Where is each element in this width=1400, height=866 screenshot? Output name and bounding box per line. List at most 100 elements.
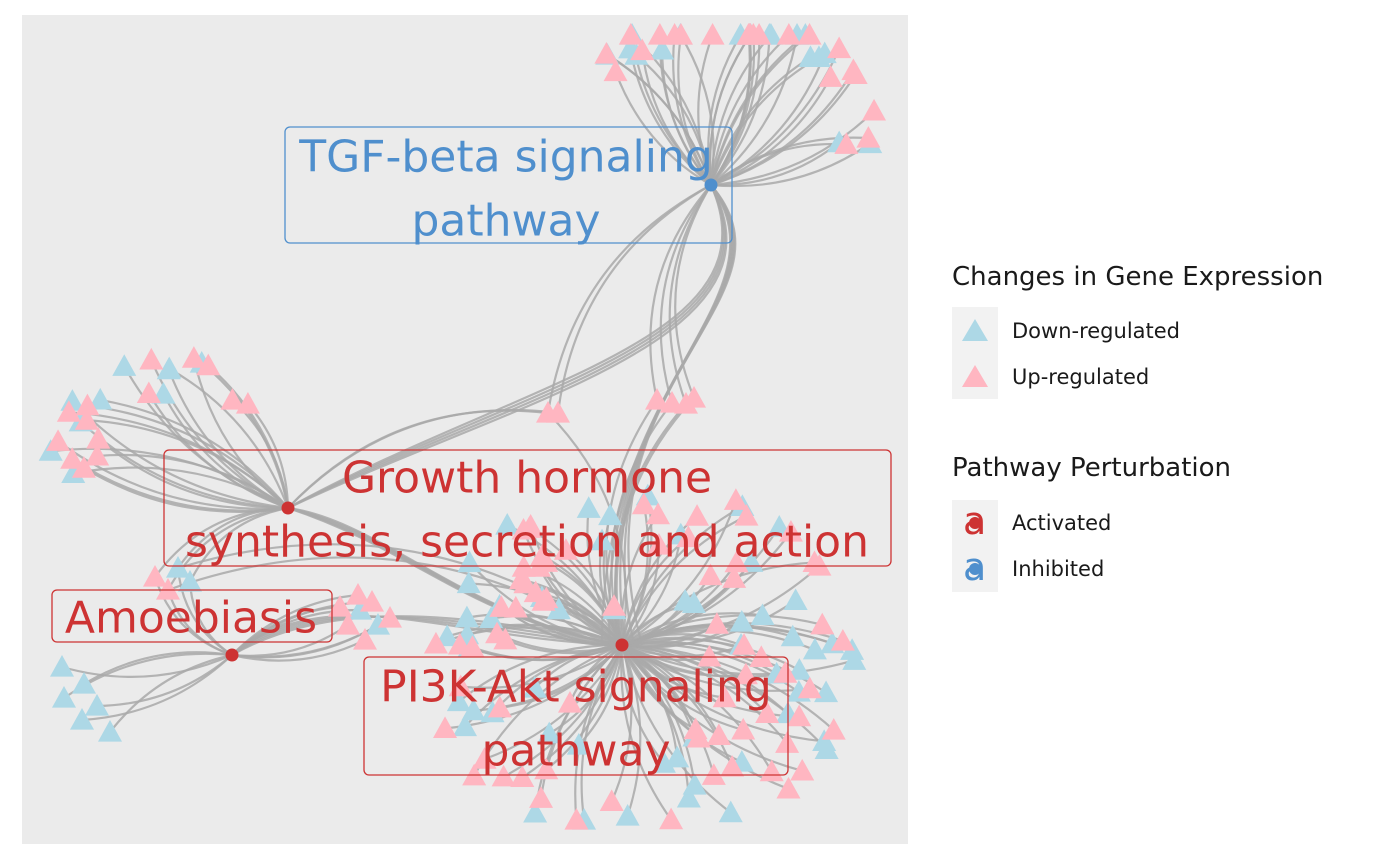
gene-edge (621, 644, 803, 772)
gene-edge (710, 110, 875, 187)
legend-label-inhibited: Inhibited (1012, 557, 1105, 581)
shared-edge (556, 184, 712, 414)
up-regulated-gene (683, 717, 708, 740)
gene-edge (61, 653, 233, 678)
activated-dot-icon (969, 517, 981, 529)
gene-edge (641, 50, 712, 186)
pathway-hub-gh (281, 501, 295, 515)
down-regulated-gene (435, 624, 460, 647)
up-regulated-gene (698, 563, 723, 586)
up-regulated-gene (662, 23, 687, 45)
pathway-label-box-gh (163, 449, 892, 567)
up-regulated-gene (706, 723, 731, 745)
gene-edge (621, 561, 815, 646)
up-regulated-gene (472, 747, 497, 769)
shared-edge (649, 184, 712, 401)
down-regulated-gene (495, 513, 520, 535)
up-regulated-gene (631, 492, 656, 515)
gene-edge (610, 644, 633, 802)
gene-edge (231, 639, 366, 662)
down-regulated-gene (566, 733, 591, 755)
up-regulated-gene (503, 595, 528, 618)
gene-edge (247, 403, 290, 509)
down-regulated-gene (537, 721, 562, 744)
gene-edge (484, 644, 623, 761)
pathway-label-pi3k: pathway (481, 726, 670, 777)
up-regulated-gene (759, 759, 784, 782)
up-regulated-gene (720, 755, 745, 777)
genes-layer (38, 23, 887, 830)
gene-edge (168, 367, 290, 509)
down-regulated-gene (787, 658, 812, 680)
up-regulated-gene (336, 613, 360, 635)
gene-edge (710, 141, 840, 187)
up-regulated-gene (755, 701, 780, 724)
up-regulated-gene (630, 38, 655, 61)
up-regulated-gene (603, 59, 628, 82)
gene-edge (81, 654, 233, 722)
gene-edge (620, 644, 672, 821)
down-regulated-gene (615, 803, 640, 826)
gene-edge (231, 605, 341, 656)
gene-edge (621, 643, 788, 744)
up-regulated-gene (602, 594, 627, 616)
up-regulated-gene (676, 525, 701, 548)
up-regulated-gene (139, 347, 164, 370)
gene-edge (620, 513, 659, 646)
shared-edge (659, 184, 712, 404)
up-regulated-gene (830, 629, 855, 651)
pathway-labels-layer: TGF-beta signaling pathway Growth hormone s… (51, 126, 892, 777)
up-regulated-gene (360, 590, 384, 612)
up-regulated-gene (821, 718, 846, 740)
up-regulated-gene (797, 676, 822, 699)
down-regulated-gene (665, 745, 690, 768)
up-regulated-gene (776, 23, 801, 45)
pathway-hub-tgf (704, 178, 718, 192)
up-regulated-gene (71, 456, 96, 478)
down-regulated-gene (72, 672, 96, 694)
shared-edge (546, 184, 712, 414)
gene-edge (71, 458, 289, 512)
down-regulated-gene (651, 751, 676, 773)
gene-edge (109, 653, 233, 733)
up-regulated-gene (136, 381, 161, 404)
tgf-gh-edge (287, 184, 728, 509)
up-regulated-gene (722, 566, 747, 588)
up-regulated-gene (834, 132, 859, 154)
pathway-label-box-tgf (284, 126, 733, 244)
up-regulated-gene (810, 612, 835, 635)
gene-edge (621, 614, 823, 646)
gene-edge (150, 359, 289, 509)
up-regulated-gene (517, 516, 542, 538)
up-regulated-gene (60, 447, 85, 469)
gene-edge (460, 644, 623, 689)
pathway-hub-pi3k (615, 638, 629, 652)
up-regulated-gene (56, 400, 81, 422)
gene-edge (672, 34, 712, 186)
pathway-label-pi3k: PI3K-Akt signaling (380, 662, 772, 713)
up-regulated-gene (827, 36, 852, 59)
up-regulated-gene (697, 644, 722, 667)
up-regulated-gene (618, 23, 643, 45)
down-regulated-gene (157, 356, 182, 379)
up-regulated-gene (86, 427, 111, 449)
legend-label-down: Down-regulated (1012, 319, 1180, 343)
legend-perturbation-title: Pathway Perturbation (952, 453, 1232, 483)
up-regulated-gene (733, 662, 758, 685)
up-regulated-gene (734, 503, 759, 526)
down-regulated-gene (681, 591, 706, 613)
up-regulated-gene (346, 583, 370, 605)
up-regulated-gene (701, 763, 726, 785)
down-regulated-gene (348, 598, 372, 620)
down-regulated-gene (166, 556, 190, 578)
down-regulated-gene (461, 698, 486, 721)
legend-label-activated: Activated (1012, 511, 1112, 535)
down-regulated-gene (650, 37, 675, 60)
gene-edge (620, 644, 642, 817)
gene-edge (621, 643, 835, 731)
gene-edge (620, 515, 747, 646)
legend-key-activated: a (952, 499, 998, 546)
up-regulated-gene (749, 645, 774, 667)
up-regulated-gene (196, 353, 221, 376)
gene-edge (709, 34, 790, 186)
